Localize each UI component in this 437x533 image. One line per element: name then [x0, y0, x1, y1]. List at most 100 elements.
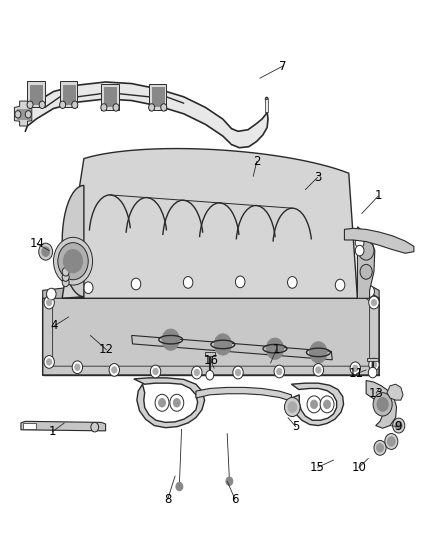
- Text: 14: 14: [29, 237, 45, 250]
- Circle shape: [310, 342, 327, 363]
- Circle shape: [311, 400, 318, 409]
- Circle shape: [323, 400, 330, 409]
- Circle shape: [355, 237, 364, 248]
- Circle shape: [236, 369, 241, 376]
- Circle shape: [113, 104, 119, 111]
- Text: 1: 1: [49, 425, 56, 439]
- Circle shape: [72, 101, 78, 109]
- Text: 3: 3: [314, 171, 321, 184]
- Polygon shape: [367, 358, 378, 361]
- Circle shape: [236, 276, 245, 288]
- Circle shape: [155, 394, 169, 411]
- Circle shape: [47, 300, 52, 306]
- Circle shape: [161, 104, 167, 111]
- Polygon shape: [60, 82, 77, 107]
- Circle shape: [58, 243, 88, 280]
- Circle shape: [91, 422, 99, 432]
- Circle shape: [75, 364, 80, 370]
- Circle shape: [39, 243, 52, 260]
- Polygon shape: [366, 381, 396, 428]
- Text: 6: 6: [231, 493, 239, 506]
- Circle shape: [44, 296, 54, 309]
- Circle shape: [149, 104, 155, 111]
- Polygon shape: [291, 383, 343, 425]
- Circle shape: [395, 421, 402, 430]
- Circle shape: [176, 482, 183, 491]
- Polygon shape: [25, 82, 232, 144]
- Text: 8: 8: [164, 493, 171, 506]
- Text: 5: 5: [292, 420, 299, 433]
- Circle shape: [392, 418, 405, 433]
- Polygon shape: [43, 284, 379, 375]
- Polygon shape: [101, 84, 118, 110]
- Circle shape: [153, 368, 158, 375]
- Text: 1: 1: [273, 343, 280, 356]
- Circle shape: [368, 367, 377, 378]
- Text: 12: 12: [99, 343, 114, 356]
- Circle shape: [44, 356, 54, 368]
- Polygon shape: [357, 227, 375, 298]
- Circle shape: [233, 366, 243, 379]
- Circle shape: [39, 101, 45, 109]
- Polygon shape: [265, 100, 268, 112]
- Circle shape: [288, 277, 297, 288]
- Polygon shape: [62, 149, 357, 298]
- Circle shape: [162, 329, 180, 350]
- Polygon shape: [28, 82, 45, 107]
- Polygon shape: [232, 100, 268, 148]
- Circle shape: [335, 279, 345, 291]
- Circle shape: [358, 241, 374, 260]
- Polygon shape: [196, 387, 291, 401]
- Polygon shape: [387, 384, 403, 400]
- Polygon shape: [43, 277, 379, 298]
- Circle shape: [313, 364, 323, 376]
- Circle shape: [371, 361, 377, 368]
- Circle shape: [226, 477, 233, 486]
- Circle shape: [170, 394, 184, 411]
- Circle shape: [316, 367, 321, 373]
- Polygon shape: [62, 85, 75, 104]
- Text: 10: 10: [351, 461, 366, 474]
- Circle shape: [307, 396, 321, 413]
- Polygon shape: [17, 109, 30, 119]
- Circle shape: [53, 237, 93, 285]
- Text: 4: 4: [51, 319, 58, 333]
- Circle shape: [63, 249, 83, 273]
- Circle shape: [42, 247, 49, 256]
- Circle shape: [194, 369, 199, 376]
- Circle shape: [288, 402, 297, 413]
- Circle shape: [385, 433, 398, 449]
- Circle shape: [62, 268, 69, 276]
- Polygon shape: [134, 378, 205, 427]
- Polygon shape: [104, 87, 116, 107]
- Circle shape: [355, 245, 364, 256]
- Circle shape: [150, 365, 161, 378]
- Text: 1: 1: [375, 189, 382, 203]
- Circle shape: [360, 264, 372, 279]
- Circle shape: [371, 300, 377, 306]
- Text: 13: 13: [369, 387, 384, 400]
- Circle shape: [377, 443, 384, 452]
- Polygon shape: [30, 85, 42, 104]
- Circle shape: [374, 440, 386, 455]
- Polygon shape: [14, 101, 32, 126]
- Circle shape: [27, 101, 33, 109]
- Circle shape: [388, 437, 395, 446]
- Text: 9: 9: [394, 420, 402, 433]
- Circle shape: [373, 393, 392, 416]
- Circle shape: [266, 338, 284, 359]
- Circle shape: [47, 359, 52, 365]
- Polygon shape: [21, 421, 106, 431]
- Circle shape: [214, 334, 232, 355]
- Circle shape: [284, 398, 300, 417]
- Circle shape: [369, 296, 379, 309]
- Circle shape: [353, 365, 358, 372]
- Circle shape: [277, 368, 282, 375]
- Circle shape: [355, 229, 364, 240]
- Polygon shape: [132, 335, 332, 360]
- Circle shape: [59, 101, 66, 109]
- Circle shape: [83, 282, 93, 294]
- Circle shape: [131, 278, 141, 290]
- Circle shape: [15, 111, 21, 118]
- Circle shape: [365, 286, 375, 297]
